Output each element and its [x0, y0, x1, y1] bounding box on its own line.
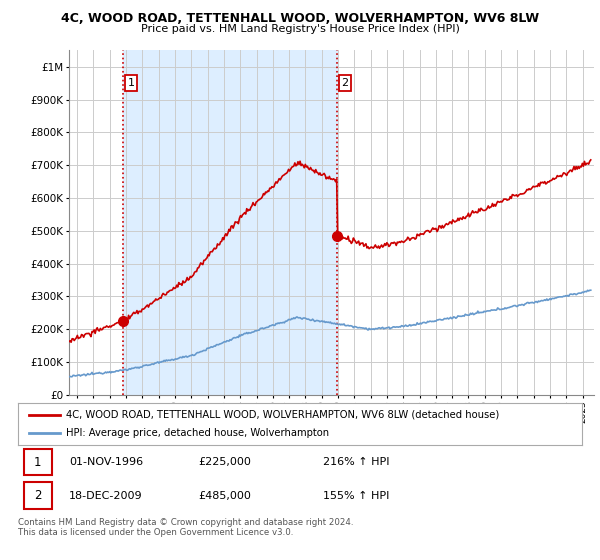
Text: £485,000: £485,000: [199, 491, 251, 501]
Text: 155% ↑ HPI: 155% ↑ HPI: [323, 491, 389, 501]
Bar: [23, 449, 52, 475]
Text: 4C, WOOD ROAD, TETTENHALL WOOD, WOLVERHAMPTON, WV6 8LW (detached house): 4C, WOOD ROAD, TETTENHALL WOOD, WOLVERHA…: [66, 410, 499, 420]
Text: 18-DEC-2009: 18-DEC-2009: [69, 491, 142, 501]
Bar: [124, 50, 337, 395]
Text: 1: 1: [34, 455, 41, 469]
Text: Price paid vs. HM Land Registry's House Price Index (HPI): Price paid vs. HM Land Registry's House …: [140, 24, 460, 34]
Text: 4C, WOOD ROAD, TETTENHALL WOOD, WOLVERHAMPTON, WV6 8LW: 4C, WOOD ROAD, TETTENHALL WOOD, WOLVERHA…: [61, 12, 539, 25]
Text: £225,000: £225,000: [199, 457, 251, 467]
Text: 216% ↑ HPI: 216% ↑ HPI: [323, 457, 389, 467]
Text: HPI: Average price, detached house, Wolverhampton: HPI: Average price, detached house, Wolv…: [66, 428, 329, 438]
Text: 1: 1: [127, 78, 134, 88]
Text: 01-NOV-1996: 01-NOV-1996: [69, 457, 143, 467]
Text: 2: 2: [34, 489, 41, 502]
Text: Contains HM Land Registry data © Crown copyright and database right 2024.
This d: Contains HM Land Registry data © Crown c…: [18, 518, 353, 538]
Text: 2: 2: [341, 78, 349, 88]
Bar: [23, 482, 52, 509]
